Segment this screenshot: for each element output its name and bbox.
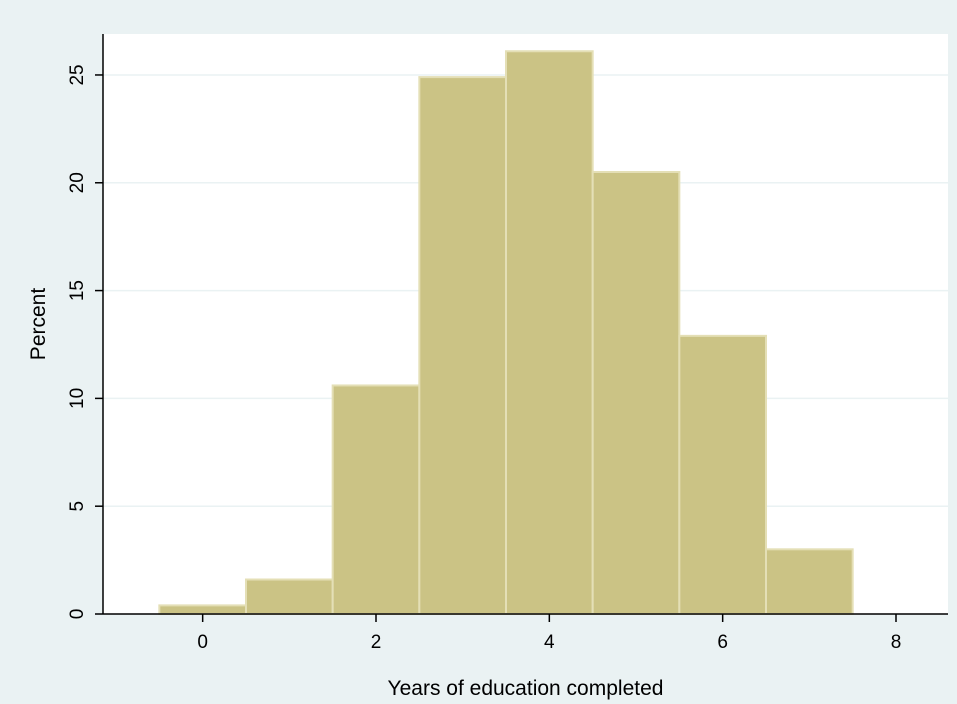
x-ticks: 0 2 4 6 8 [197,614,901,653]
bar-5 [591,170,681,616]
x-tick-label-0: 0 [197,632,208,653]
y-tick-label-15: 15 [67,280,88,301]
y-tick-label-20: 20 [67,172,88,193]
bars [158,50,854,616]
bar-4 [505,50,594,615]
y-tick-label-5: 5 [67,501,88,512]
x-axis-title: Years of education completed [388,677,664,700]
y-tick-label-10: 10 [67,388,88,409]
y-ticks: 0 5 10 15 20 25 [67,64,103,619]
y-axis-title: Percent [27,288,50,361]
y-tick-label-0: 0 [67,609,88,620]
y-tick-label-25: 25 [67,64,88,85]
bar-1 [245,578,334,615]
bar-0 [158,604,247,616]
bar-6 [678,334,767,615]
bar-3 [418,76,508,615]
x-tick-label-8: 8 [891,632,902,653]
bar-2 [331,384,421,616]
x-tick-label-6: 6 [717,632,728,653]
bar-7 [765,548,854,615]
x-tick-label-4: 4 [544,632,555,653]
x-tick-label-2: 2 [371,632,382,653]
